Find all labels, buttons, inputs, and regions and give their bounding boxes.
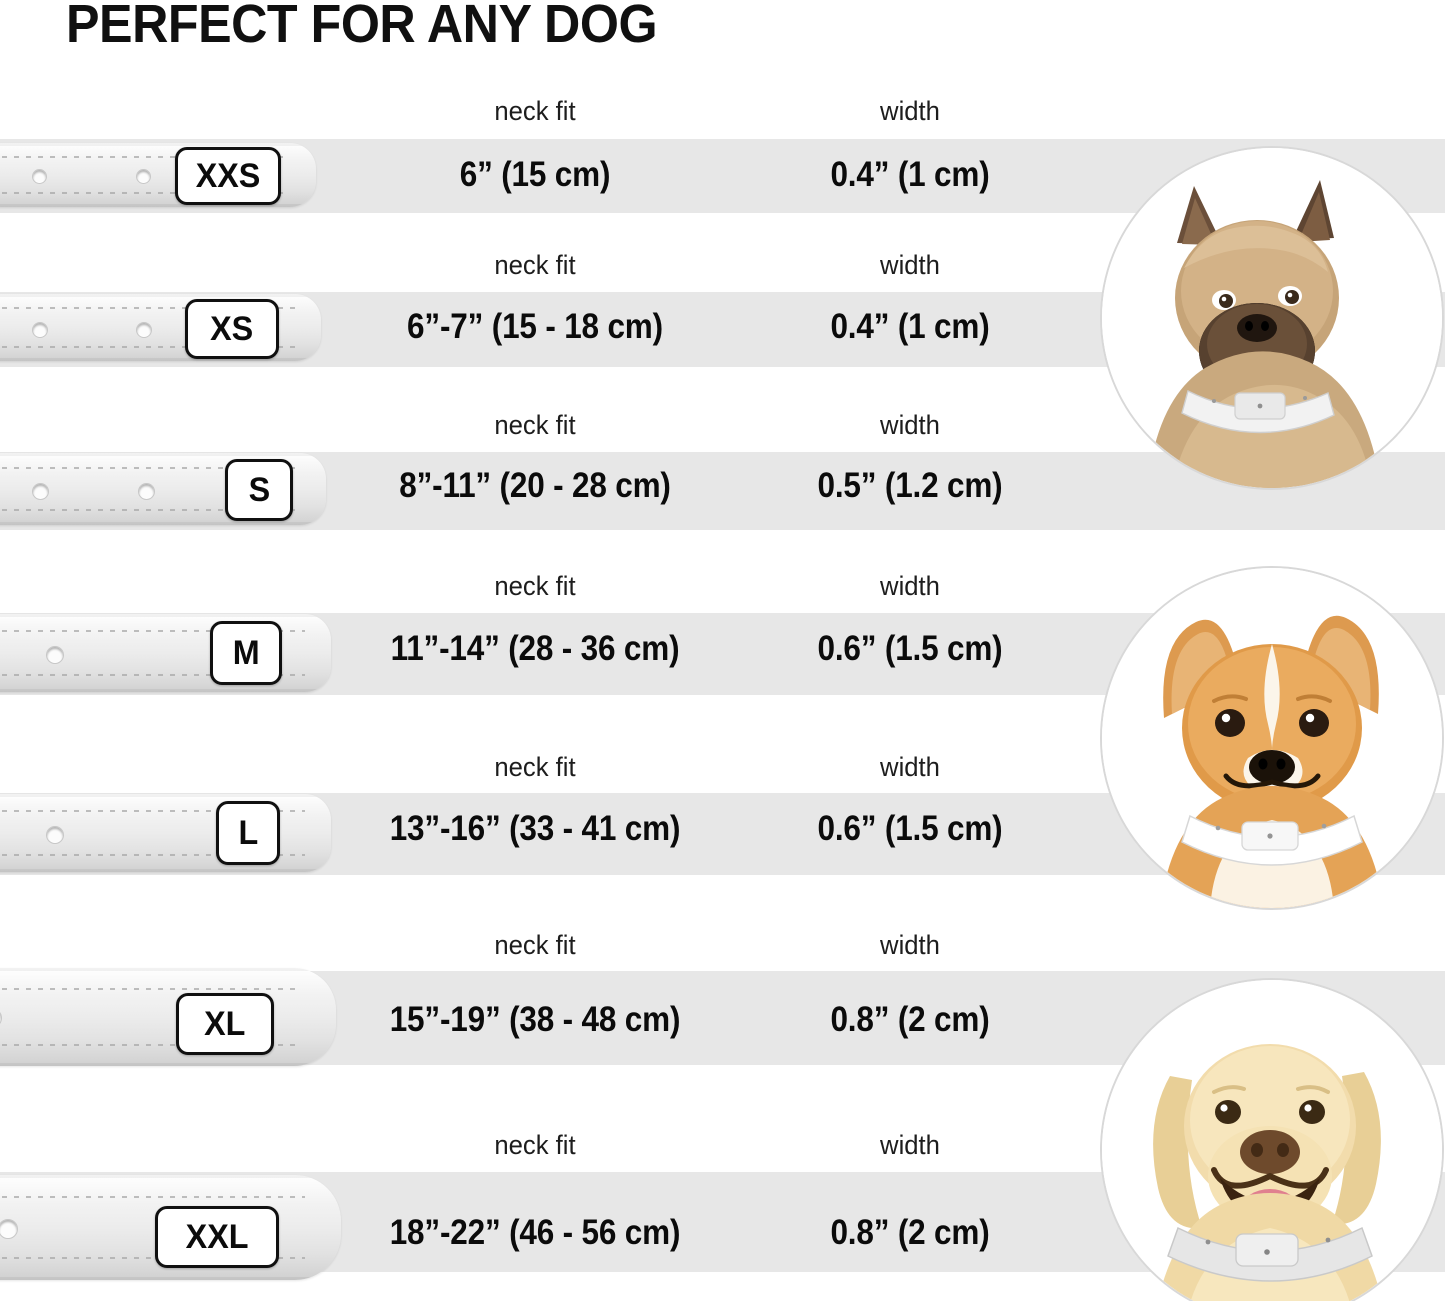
column-headers: neck fit width [0,410,1445,444]
strap-hole [46,826,64,844]
column-header-width: width [880,1130,940,1160]
size-badge-xs: XS [185,299,279,359]
size-badge-xxs: XXS [175,147,281,205]
strap-hole [136,169,151,184]
column-header-neck-fit: neck fit [494,1130,576,1160]
column-headers: neck fit width [0,930,1445,964]
size-badge-xxl: XXL [155,1206,279,1268]
size-badge-m: M [210,621,282,685]
collar-strap-l [0,794,331,872]
strap-edge-top [0,968,336,971]
corgi-photo [1100,566,1444,910]
size-badge-label: XL [204,1005,246,1043]
strap-stitch-line-bottom [0,346,295,348]
size-badge-label: XXS [195,157,261,195]
strap-hole [46,646,64,664]
column-headers: neck fit width [0,571,1445,605]
strap-stitch-line-top [0,156,290,158]
collar-strap-xl [0,968,336,1066]
page-title: PERFECT FOR ANY DOG [66,0,658,54]
strap-stitch-line-top [0,467,300,469]
strap-stitch-line-top [0,1196,305,1198]
strap-edge-bottom [0,522,326,525]
strap-edge-bottom [0,689,331,692]
cairn-terrier-photo [1100,146,1444,490]
strap-edge-bottom [0,1063,336,1066]
column-headers: neck fit width [0,1130,1445,1164]
cell-width: 0.8” (2 cm) [830,1000,990,1039]
cell-neck-fit: 11”-14” (28 - 36 cm) [390,629,680,668]
strap-hole [136,322,152,338]
column-header-neck-fit: neck fit [494,930,576,960]
strap-edge-bottom [0,869,331,872]
strap-stitch-line-bottom [0,509,300,511]
column-header-width: width [880,752,940,782]
column-header-width: width [880,410,940,440]
strap-stitch-line-bottom [0,854,305,856]
size-badge-label: M [232,634,260,672]
strap-edge-top [0,453,326,456]
strap-stitch-line-bottom [0,1257,305,1259]
cell-neck-fit: 13”-16” (33 - 41 cm) [389,809,681,848]
strap-edge-bottom [0,358,321,361]
strap-hole [32,169,47,184]
strap-edge-bottom [0,1277,341,1280]
strap-edge-top [0,614,331,617]
cell-width: 0.5” (1.2 cm) [817,466,1003,505]
cell-width: 0.6” (1.5 cm) [817,809,1003,848]
strap-hole [0,1219,18,1239]
size-badge-label: L [238,814,258,852]
size-badge-label: XS [210,310,254,348]
strap-hole [32,322,48,338]
column-header-width: width [880,250,940,280]
strap-stitch-line-bottom [0,674,305,676]
labrador-illustration [1102,980,1442,1301]
column-header-width: width [880,930,940,960]
column-header-neck-fit: neck fit [494,410,576,440]
cell-neck-fit: 18”-22” (46 - 56 cm) [389,1213,681,1252]
cairn-terrier-illustration [1102,148,1442,488]
strap-edge-top [0,1175,341,1178]
strap-hole [138,483,155,500]
cell-width: 0.4” (1 cm) [830,307,990,346]
size-badge-s: S [225,459,293,521]
strap-stitch-line-top [0,810,305,812]
cell-neck-fit: 6” (15 cm) [459,155,611,194]
strap-stitch-line-bottom [0,192,290,194]
column-headers: neck fit width [0,250,1445,284]
column-headers: neck fit width [0,96,1445,130]
strap-edge-top [0,143,316,146]
labrador-photo [1100,978,1444,1301]
column-header-neck-fit: neck fit [494,752,576,782]
strap-edge-bottom [0,204,316,207]
column-header-neck-fit: neck fit [494,571,576,601]
cell-width: 0.4” (1 cm) [830,155,990,194]
strap-stitch-line-bottom [0,1044,302,1046]
size-badge-label: XXL [185,1218,249,1256]
size-badge-label: S [248,471,270,509]
column-header-neck-fit: neck fit [494,96,576,126]
cell-neck-fit: 15”-19” (38 - 48 cm) [389,1000,681,1039]
cell-width: 0.6” (1.5 cm) [817,629,1003,668]
strap-stitch-line-top [0,307,295,309]
cell-width: 0.8” (2 cm) [830,1213,990,1252]
size-badge-xl: XL [176,993,274,1055]
strap-hole [32,483,49,500]
strap-stitch-line-top [0,630,305,632]
strap-hole [0,1008,2,1028]
column-header-neck-fit: neck fit [494,250,576,280]
corgi-illustration [1102,568,1442,908]
strap-edge-top [0,294,321,297]
size-badge-l: L [216,801,280,865]
column-headers: neck fit width [0,752,1445,786]
cell-neck-fit: 8”-11” (20 - 28 cm) [399,466,671,505]
strap-edge-top [0,794,331,797]
cell-neck-fit: 6”-7” (15 - 18 cm) [407,307,663,346]
column-header-width: width [880,96,940,126]
column-header-width: width [880,571,940,601]
strap-stitch-line-top [0,988,302,990]
